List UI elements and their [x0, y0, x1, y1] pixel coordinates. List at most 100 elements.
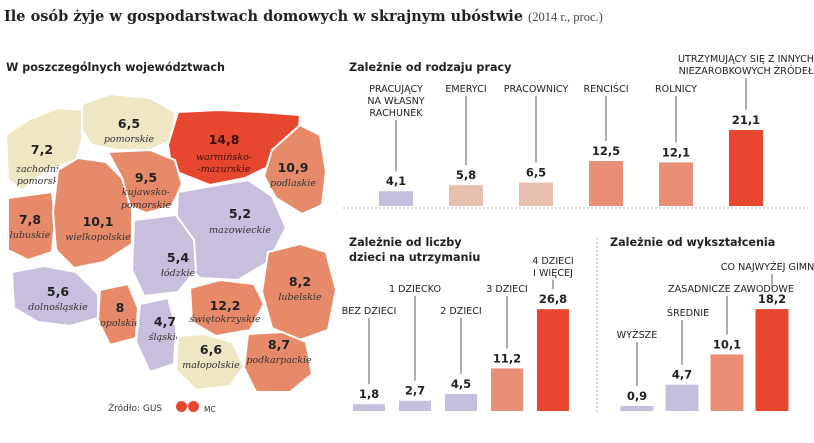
- region-value: 10,9: [278, 160, 309, 175]
- bar-value-label: 11,2: [493, 351, 521, 365]
- chart-title: Ile osób żyje w gospodarstwach domowych …: [4, 6, 603, 25]
- region-kujawsko-pomorskie: 9,5 kujawsko-pomorskie: [107, 149, 183, 214]
- region-shape: [261, 243, 337, 341]
- bar-value-label: 0,9: [627, 389, 647, 403]
- region-label: łódzkie: [161, 268, 196, 279]
- category-label: 1 DZIECKO: [389, 284, 441, 295]
- map-heading: W poszczególnych województwach: [6, 61, 225, 74]
- region-lubelskie: 8,2 lubelskie: [261, 243, 337, 341]
- region-shape: [107, 149, 183, 214]
- region-label: lubelskie: [278, 292, 322, 303]
- region-label: dolnośląskie: [28, 302, 88, 313]
- region-shape: [52, 157, 133, 269]
- region-shape: [5, 107, 83, 191]
- bar-value-label: 2,7: [405, 384, 425, 398]
- region-value: 5,4: [167, 250, 189, 265]
- category-label: 4 DZIECI: [532, 256, 574, 267]
- category-label: I WIĘCEJ: [533, 268, 573, 279]
- region-label-line2: -mazurskie: [198, 164, 251, 175]
- category-label: 2 DZIECI: [440, 306, 482, 317]
- category-label: RACHUNEK: [369, 108, 423, 119]
- region-label: kujawsko-: [122, 187, 170, 198]
- region-podkarpackie: 8,7 podkarpackie: [243, 331, 313, 393]
- bar-value-label: 4,5: [451, 377, 471, 391]
- region-shape: [135, 297, 177, 373]
- category-label: UTRZYMUJĄCY SIĘ Z INNYCH: [678, 54, 814, 65]
- region-value: 12,2: [210, 298, 241, 313]
- region-label: warmińsko-: [196, 152, 252, 163]
- region-śląskie: 4,7 śląskie: [135, 297, 182, 373]
- bar-value-label: 4,7: [672, 368, 692, 382]
- region-label-line2: pomorskie: [121, 200, 172, 211]
- bar: [665, 384, 699, 411]
- edu-heading: Zależnie od wykształcenia: [610, 236, 776, 249]
- bar: [537, 309, 569, 411]
- bar-value-label: 5,8: [456, 168, 476, 182]
- region-label: podlaskie: [270, 178, 316, 189]
- source-note: Źródło: GUS: [108, 404, 163, 414]
- region-value: 7,2: [31, 142, 53, 157]
- category-label: ŚREDNIE: [667, 306, 709, 319]
- bar: [589, 161, 623, 206]
- region-value: 6,6: [200, 342, 222, 357]
- region-label: pomorskie: [104, 134, 155, 145]
- category-label: PRACOWNICY: [504, 84, 569, 95]
- bar-value-label: 21,1: [732, 113, 760, 127]
- bar-value-label: 18,2: [758, 292, 786, 306]
- kids-heading: Zależnie od liczby dzieci na utrzymaniu: [349, 236, 481, 264]
- region-value: 9,5: [135, 170, 157, 185]
- region-label: opolskie: [100, 318, 140, 329]
- bar: [519, 182, 553, 206]
- region-value: 5,6: [47, 284, 69, 299]
- category-label: EMERYCI: [445, 84, 486, 95]
- bar: [379, 191, 413, 206]
- bar: [755, 309, 789, 411]
- region-label: mazowieckie: [209, 225, 271, 236]
- region-łódzkie: 5,4 łódzkie: [131, 214, 197, 297]
- category-label: NA WŁASNY: [367, 96, 424, 107]
- region-value: 8,2: [289, 274, 311, 289]
- bar-value-label: 6,5: [526, 166, 546, 180]
- bar: [710, 354, 744, 411]
- title-main: Ile osób żyje w gospodarstwach domowych …: [4, 8, 524, 25]
- category-label: RENCIŚCI: [583, 82, 628, 95]
- category-label: ZASADNICZE ZAWODOWE: [668, 284, 794, 295]
- voivodeship-map: 7,2 zachodnio-pomorskie 6,5 pomorskie 14,8 wa…: [5, 93, 337, 393]
- category-label: BEZ DZIECI: [342, 306, 397, 317]
- bar-value-label: 26,8: [539, 292, 567, 306]
- bar-value-label: 4,1: [386, 174, 406, 188]
- region-shape: [131, 214, 197, 297]
- bar-value-label: 12,1: [662, 145, 690, 159]
- region-shape: [263, 124, 327, 215]
- bar: [491, 368, 523, 411]
- region-label: śląskie: [149, 332, 182, 343]
- region-label-line2: pomorskie: [17, 176, 68, 187]
- gp-logo: [176, 401, 199, 415]
- region-label: małopolskie: [182, 360, 240, 371]
- region-shape: [7, 191, 56, 261]
- region-shape: [243, 331, 313, 393]
- kids-chart: 1,8 BEZ DZIECI 2,7 1 DZIECKO 4,5 2 DZIECI 11,2…: [342, 256, 574, 411]
- bar-value-label: 10,1: [713, 337, 741, 351]
- bar: [445, 393, 477, 411]
- category-label: NIEZAROBKOWYCH ŹRÓDEŁ: [679, 64, 814, 77]
- region-value: 5,2: [229, 206, 251, 221]
- region-label: świętokrzyskie: [189, 314, 261, 325]
- category-label: PRACUJĄCY: [369, 84, 423, 95]
- bar: [399, 400, 431, 411]
- region-value: 8,7: [268, 337, 290, 352]
- region-małopolskie: 6,6 małopolskie: [175, 333, 245, 391]
- region-opolskie: 8 opolskie: [97, 283, 140, 346]
- region-zachodnio-pomorskie: 7,2 zachodnio-pomorskie: [5, 107, 83, 191]
- region-value: 6,5: [118, 116, 140, 131]
- region-podlaskie: 10,9 podlaskie: [263, 124, 327, 215]
- region-label: zachodnio-: [15, 164, 68, 175]
- category-label: CO NAJWYŻEJ GIMNAZJALNE: [721, 260, 814, 273]
- region-label: podkarpackie: [246, 355, 312, 366]
- region-pomorskie: 6,5 pomorskie: [81, 93, 176, 151]
- category-label: ROLNICY: [655, 84, 697, 95]
